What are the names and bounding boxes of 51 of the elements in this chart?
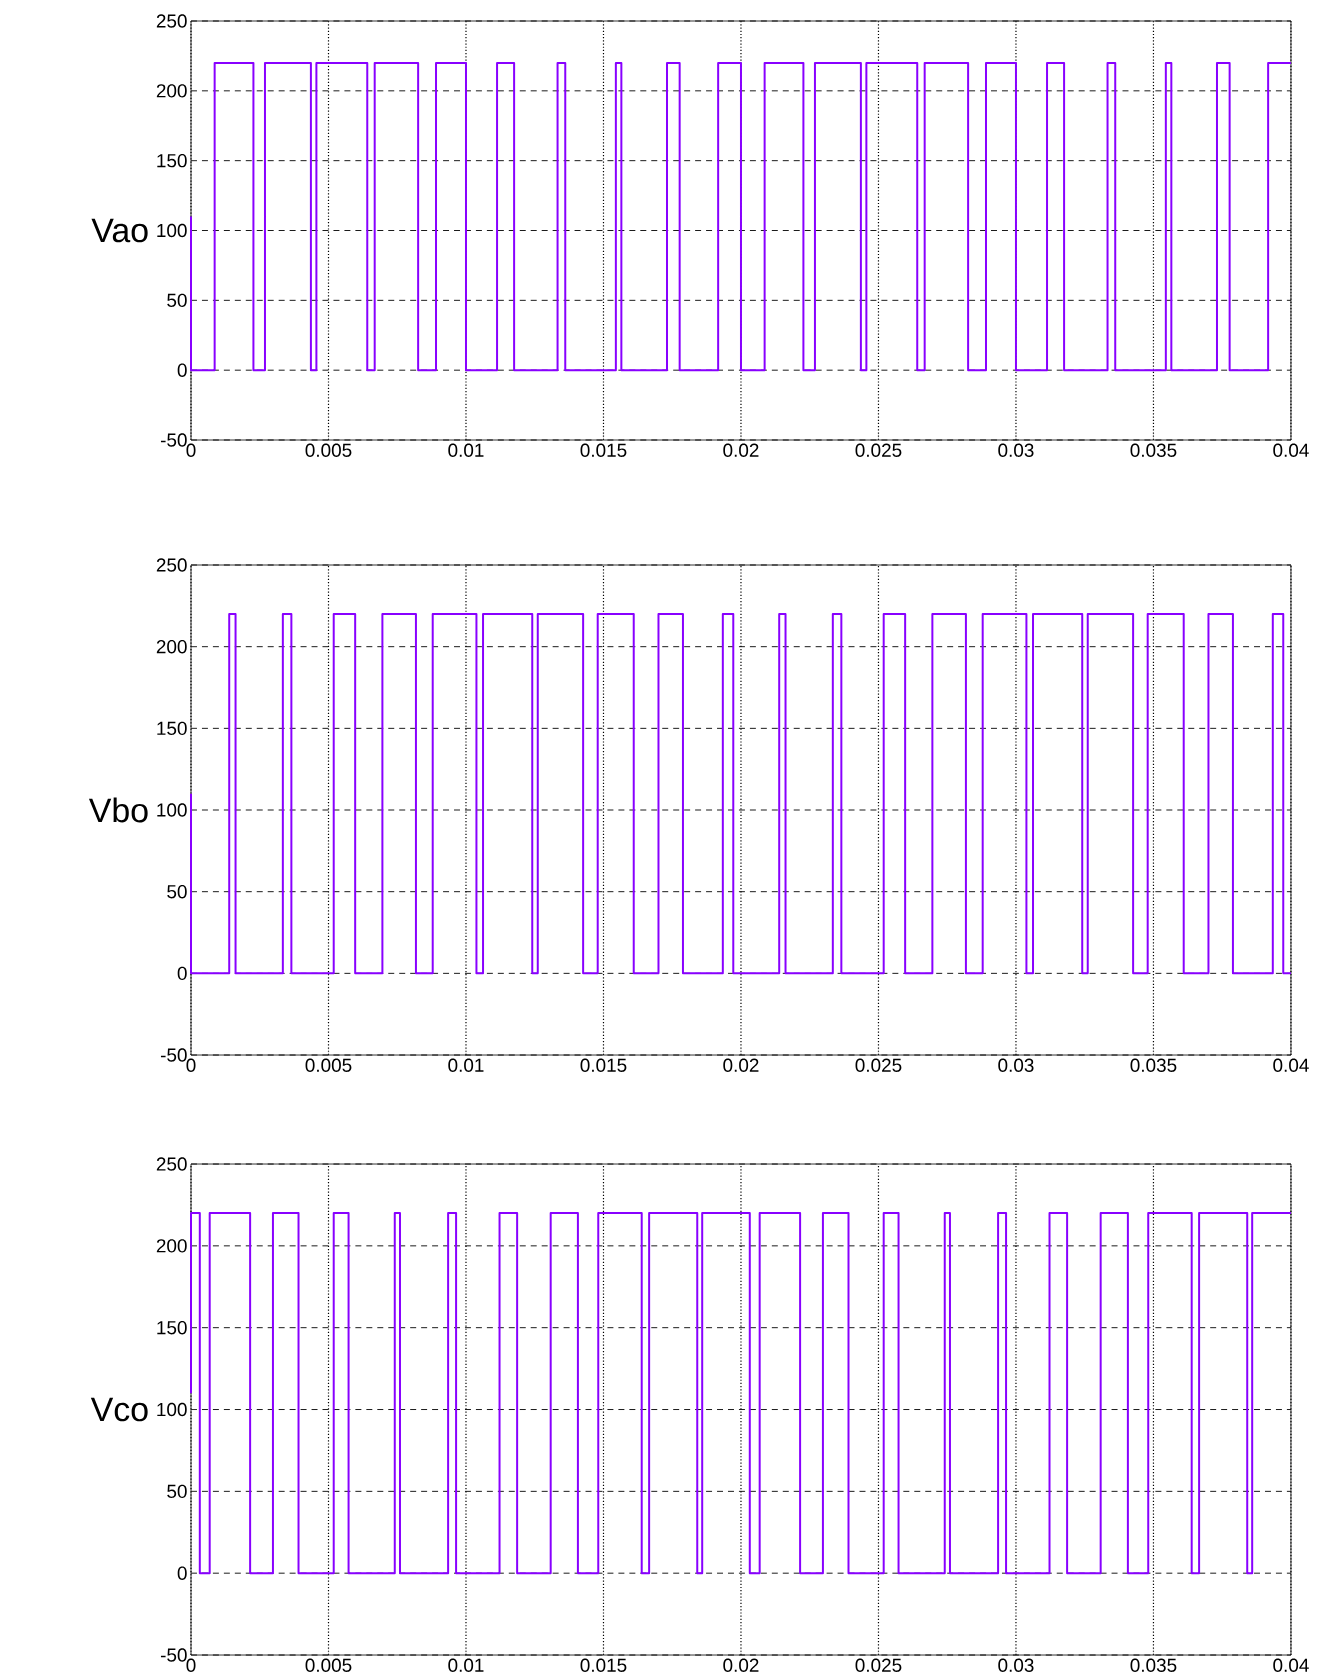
x-tick-label: 0.015: [580, 443, 627, 457]
x-tick-label: 0.02: [723, 1058, 759, 1072]
x-tick-label: 0.005: [305, 1658, 352, 1672]
y-tick-label: 250: [156, 1157, 187, 1171]
y-tick-label: 50: [167, 1484, 187, 1499]
x-tick-label: 0.015: [580, 1058, 627, 1072]
x-tick-label: 0.01: [448, 1658, 484, 1672]
x-tick-label: 0: [186, 1058, 196, 1072]
x-tick-label: 0.03: [998, 443, 1034, 457]
y-tick-label: -50: [160, 1648, 187, 1662]
x-tick-label: 0.005: [305, 443, 352, 457]
y-tick-label: 100: [157, 1402, 187, 1417]
x-tick-label: 0.005: [305, 1058, 352, 1072]
x-tick-label: 0.03: [998, 1658, 1034, 1672]
x-tick-label: 0.035: [1130, 443, 1177, 457]
y-tick-label: 150: [157, 721, 187, 736]
x-tick-label: 0.035: [1130, 1658, 1177, 1672]
y-tick-label: 200: [156, 639, 187, 654]
x-tick-label: 0.02: [723, 443, 759, 457]
y-tick-label: 0: [177, 966, 187, 981]
y-tick-label: 200: [156, 84, 187, 98]
x-tick-label: 0.035: [1130, 1058, 1177, 1072]
y-tick-label: -50: [160, 1048, 187, 1062]
y-tick-label: 250: [156, 558, 187, 572]
y-tick-label: 150: [157, 1320, 187, 1335]
x-tick-label: 0.04: [1273, 1058, 1309, 1072]
y-tick-label: 150: [157, 153, 187, 168]
y-tick-label: 100: [157, 803, 187, 817]
y-tick-label: 200: [156, 1239, 187, 1253]
x-tick-label: 0.025: [855, 443, 902, 457]
x-tick-label: 0.015: [580, 1658, 627, 1672]
x-tick-label: 0.01: [448, 443, 484, 457]
x-tick-label: 0.03: [998, 1058, 1034, 1072]
x-tick-label: 0: [186, 1658, 196, 1672]
y-tick-label: 250: [156, 14, 187, 28]
y-tick-label: 50: [167, 884, 187, 899]
x-tick-label: 0.01: [448, 1058, 484, 1072]
x-tick-label: 0.04: [1273, 1658, 1309, 1672]
y-tick-label: 0: [177, 1566, 187, 1580]
y-tick-label: 50: [167, 293, 187, 308]
y-tick-label: -50: [160, 433, 187, 447]
x-tick-label: 0.025: [855, 1058, 902, 1072]
y-axis-title: Vao: [91, 218, 148, 243]
x-tick-label: 0.04: [1273, 443, 1309, 457]
y-axis-title: Vbo: [88, 797, 148, 823]
y-axis-title: Vco: [90, 1397, 148, 1422]
x-tick-label: 0: [186, 443, 196, 457]
y-tick-label: 100: [157, 223, 187, 238]
x-tick-label: 0.02: [723, 1658, 759, 1672]
x-tick-label: 0.025: [855, 1658, 902, 1672]
y-tick-label: 0: [177, 363, 187, 377]
